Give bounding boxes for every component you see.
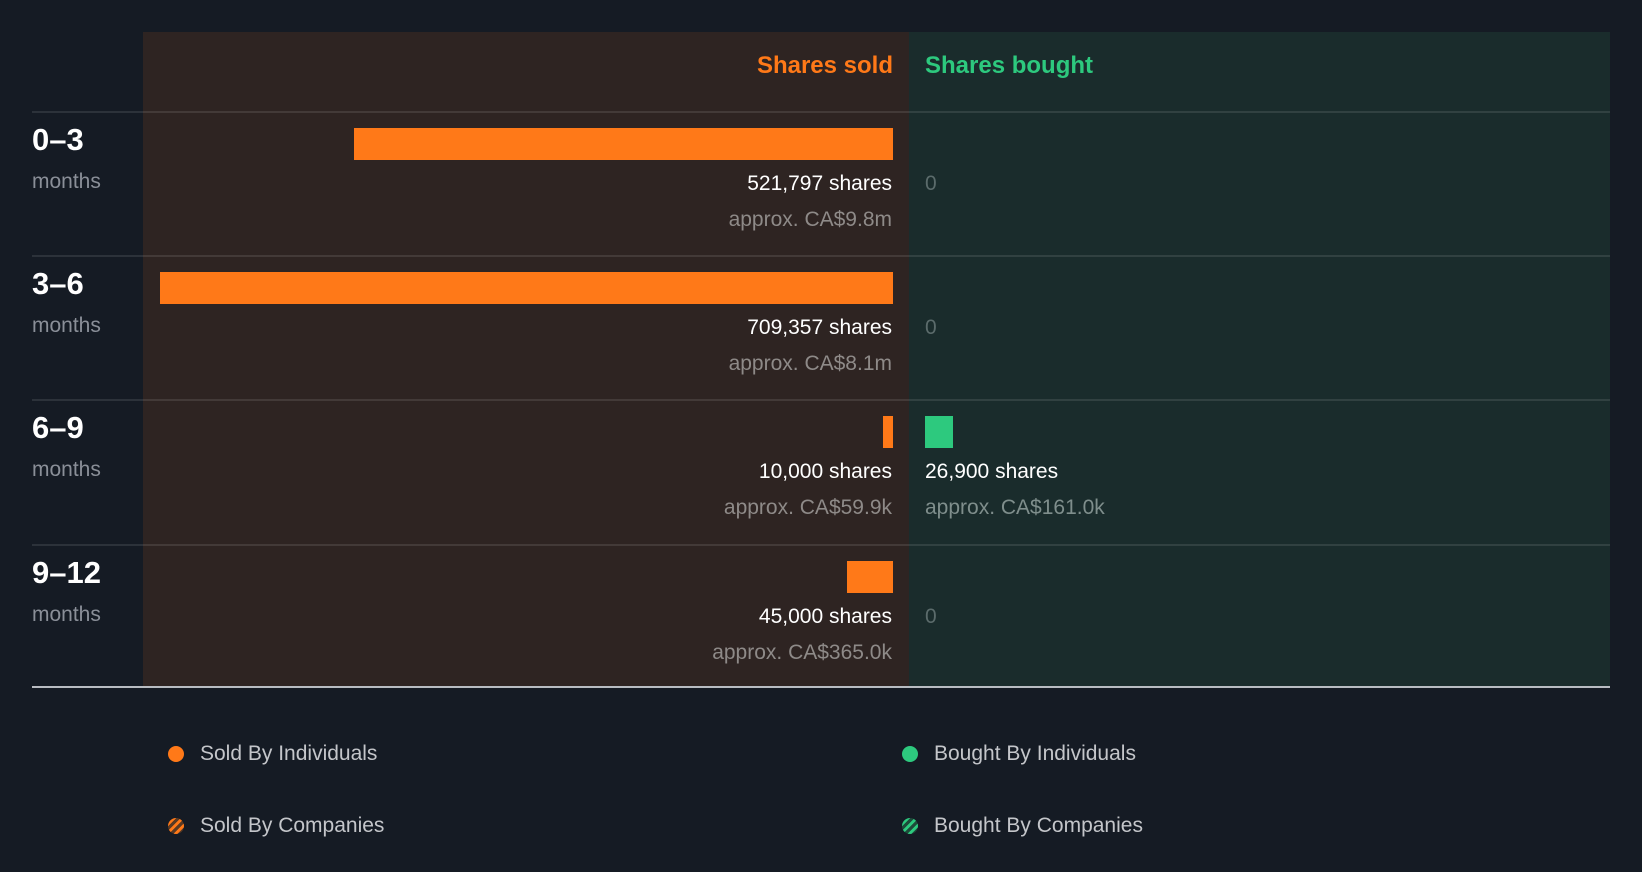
legend-sold-companies[interactable]: Sold By Companies <box>168 814 384 838</box>
sold-bar[interactable] <box>160 272 893 304</box>
period-label: 9–12 <box>32 555 101 590</box>
period-unit: months <box>32 603 101 626</box>
sold-approx-value: approx. CA$8.1m <box>728 352 892 375</box>
period-row-9-12: 9–12 months 45,000 shares approx. CA$365… <box>0 545 1642 689</box>
green-striped-dot-icon <box>902 818 918 834</box>
sold-shares-value: 45,000 shares <box>758 605 892 628</box>
legend-label: Sold By Companies <box>200 814 385 837</box>
legend-sold-individuals[interactable]: Sold By Individuals <box>168 742 377 766</box>
green-dot-icon <box>902 746 918 762</box>
bought-shares-value: 26,900 shares <box>925 460 1059 483</box>
row-divider <box>32 255 1610 257</box>
sold-bar[interactable] <box>883 416 893 448</box>
period-label: 3–6 <box>32 266 84 301</box>
sold-approx-value: approx. CA$59.9k <box>723 496 892 519</box>
bought-shares-value: 0 <box>925 172 937 195</box>
orange-striped-dot-icon <box>168 818 184 834</box>
bought-bar[interactable] <box>925 416 953 448</box>
sold-bar[interactable] <box>847 561 893 593</box>
row-divider <box>32 111 1610 113</box>
sold-approx-value: approx. CA$9.8m <box>728 208 892 231</box>
period-unit: months <box>32 170 101 193</box>
period-row-0-3: 0–3 months 521,797 shares approx. CA$9.8… <box>0 112 1642 256</box>
bought-shares-value: 0 <box>925 605 937 628</box>
legend-label: Bought By Companies <box>934 814 1143 837</box>
period-row-6-9: 6–9 months 10,000 shares approx. CA$59.9… <box>0 400 1642 544</box>
sold-shares-value: 10,000 shares <box>758 460 892 483</box>
period-unit: months <box>32 458 101 481</box>
row-divider <box>32 399 1610 401</box>
shares-bought-panel <box>909 32 1610 687</box>
period-label: 6–9 <box>32 410 84 445</box>
period-label: 0–3 <box>32 122 84 157</box>
shares-sold-header: Shares sold <box>756 52 893 79</box>
sold-shares-value: 521,797 shares <box>747 172 892 195</box>
legend-label: Sold By Individuals <box>200 742 378 765</box>
sold-bar[interactable] <box>354 128 893 160</box>
shares-bought-header: Shares bought <box>925 52 1094 79</box>
sold-approx-value: approx. CA$365.0k <box>712 641 892 664</box>
row-divider <box>32 544 1610 546</box>
legend-label: Bought By Individuals <box>934 742 1136 765</box>
bought-shares-value: 0 <box>925 316 937 339</box>
period-row-3-6: 3–6 months 709,357 shares approx. CA$8.1… <box>0 256 1642 400</box>
orange-dot-icon <box>168 746 184 762</box>
legend-bought-companies[interactable]: Bought By Companies <box>902 814 1143 838</box>
period-unit: months <box>32 314 101 337</box>
chart-baseline <box>32 686 1610 688</box>
bought-approx-value: approx. CA$161.0k <box>925 496 1105 519</box>
sold-shares-value: 709,357 shares <box>747 316 892 339</box>
legend-bought-individuals[interactable]: Bought By Individuals <box>902 742 1136 766</box>
